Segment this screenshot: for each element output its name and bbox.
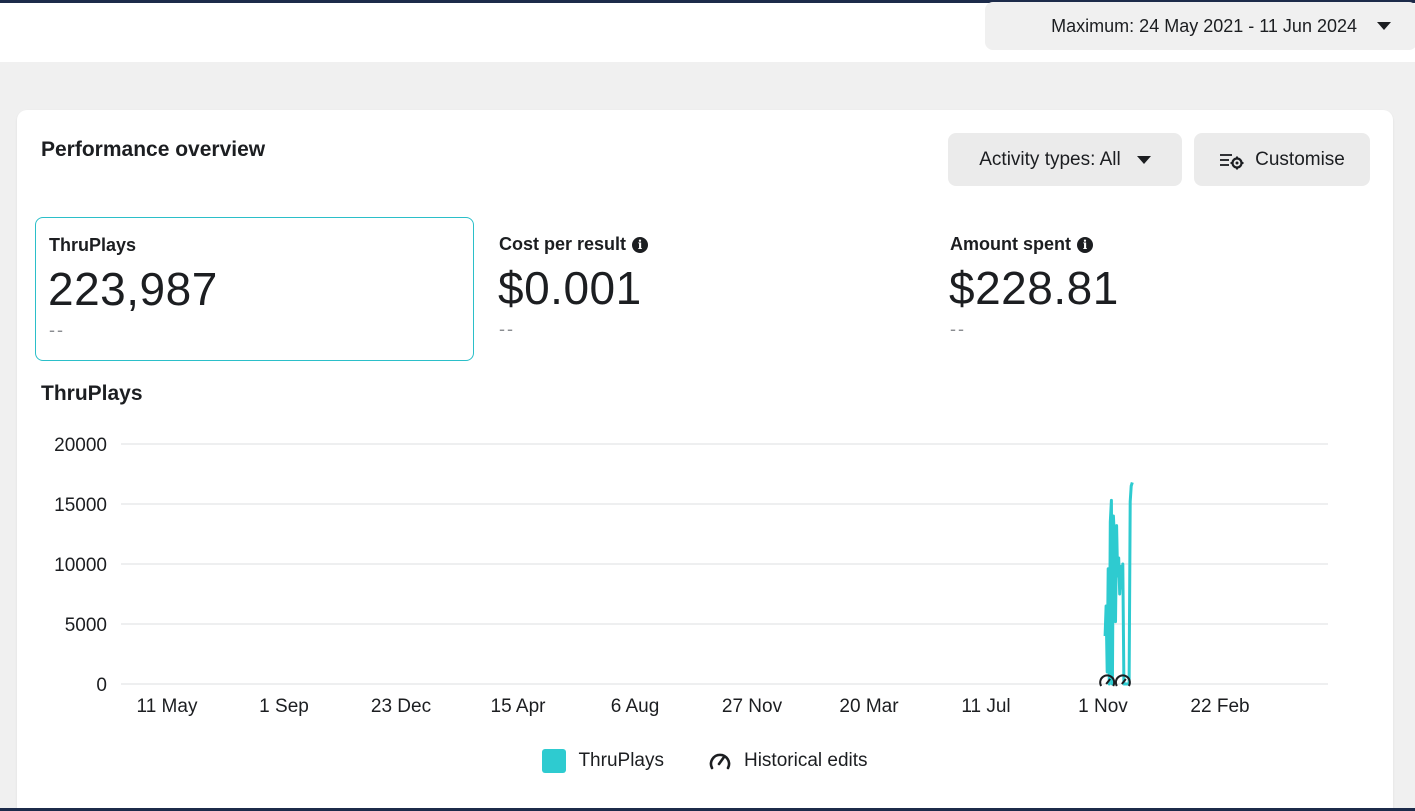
historical-edit-marker[interactable] [1099,674,1116,687]
metric-label-text: Cost per result [499,234,627,254]
chart-legend: ThruPlays Historical edits [17,746,1393,776]
info-icon[interactable]: i [1077,236,1093,253]
historical-edit-marker[interactable] [1114,674,1131,687]
metric-label: Cost per result i [499,234,649,255]
activity-types-label: Activity types: All [979,148,1121,170]
x-tick-label: 20 Mar [839,696,899,717]
legend-label: Historical edits [743,750,868,771]
chart-title: ThruPlays [41,382,143,405]
window-frame-top [0,0,1415,3]
x-tick-label: 15 Apr [491,696,547,717]
thruplays-chart: 0 5000 10000 15000 20000 11 May 1 Sep 23 Dec 15 … [54,435,1328,717]
window-frame-bottom [0,808,1415,811]
metric-delta: -- [950,319,966,339]
metric-card-thruplays[interactable]: ThruPlays 223,987 -- [35,217,474,361]
card-title: Performance overview [41,138,266,161]
chevron-down-icon [1136,155,1151,164]
performance-overview-card: Performance overview Activity types: All… [17,110,1393,811]
metric-card-cost-per-result[interactable]: Cost per result i $0.001 -- [486,217,916,361]
legend-item-historical-edits[interactable]: Historical edits [708,750,868,772]
metric-label-text: Amount spent [950,234,1071,254]
metric-delta: -- [49,320,65,340]
info-icon[interactable]: i [632,236,649,253]
date-range-label: Maximum: 24 May 2021 - 11 Jun 2024 [1051,15,1357,36]
x-tick-label: 27 Nov [722,696,783,717]
metric-value: 223,987 [48,263,218,315]
metric-label: Amount spent i [950,234,1093,255]
x-tick-label: 1 Sep [259,696,309,717]
gauge-icon [709,753,731,770]
date-range-selector[interactable]: Maximum: 24 May 2021 - 11 Jun 2024 [985,2,1415,50]
y-tick-label: 5000 [65,615,107,636]
legend-item-thruplays[interactable]: ThruPlays [542,749,664,773]
x-tick-label: 1 Nov [1078,696,1128,717]
x-tick-label: 23 Dec [371,696,431,717]
chevron-down-icon [1377,22,1391,30]
series-line-thruplays [1103,481,1134,686]
x-tick-label: 11 May [137,696,198,717]
metric-value: $228.81 [949,262,1119,314]
x-tick-label: 22 Feb [1190,696,1249,717]
metric-value: $0.001 [498,262,642,314]
x-tick-label: 11 Jul [961,696,1010,717]
customise-button[interactable]: Customise [1194,133,1370,186]
metric-label: ThruPlays [49,235,136,256]
y-tick-label: 15000 [54,495,107,516]
y-tick-label: 10000 [54,555,107,576]
metric-delta: -- [499,319,515,339]
metric-card-amount-spent[interactable]: Amount spent i $228.81 -- [937,217,1367,361]
activity-types-dropdown[interactable]: Activity types: All [948,133,1182,186]
legend-swatch [542,749,567,773]
x-tick-label: 6 Aug [611,696,660,717]
customise-label: Customise [1255,148,1345,170]
y-tick-label: 20000 [54,435,107,456]
legend-label: ThruPlays [578,750,664,771]
y-tick-label: 0 [96,675,107,696]
metric-label-text: ThruPlays [49,235,137,255]
customise-settings-icon [1220,153,1244,169]
